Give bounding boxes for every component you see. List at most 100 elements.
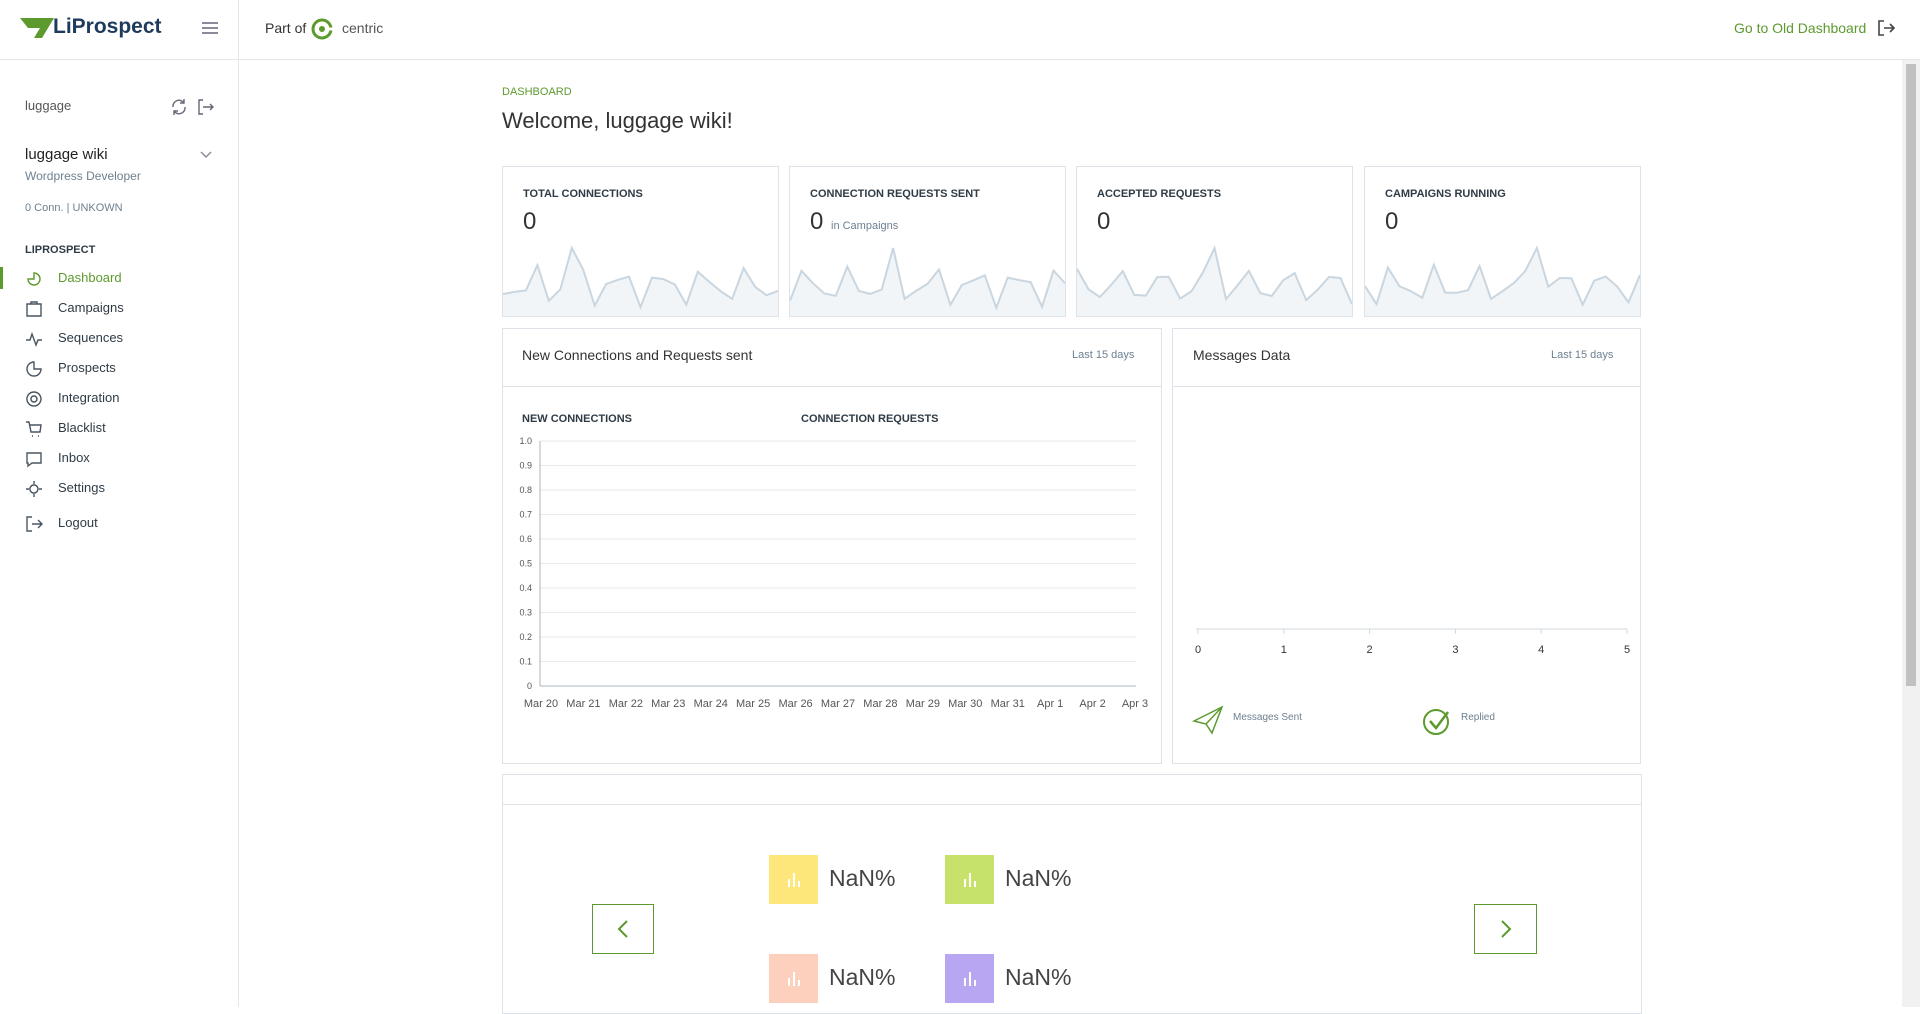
menu-icon: [26, 452, 42, 468]
sparkline-line: [1365, 245, 1640, 308]
partner-logo: [311, 18, 334, 40]
rate-tile: [769, 954, 818, 1003]
partner: centric: [342, 20, 384, 36]
avatar-alt: luggage: [25, 98, 72, 113]
user-name: luggage wiki: [25, 146, 108, 163]
part-of: Part of: [265, 20, 307, 36]
sparkline: [1365, 245, 1640, 316]
panel-title: New Connections and Requests sent: [522, 347, 753, 363]
stat-card: CAMPAIGNS RUNNING 0: [1364, 166, 1641, 317]
rate-icon: [788, 972, 800, 986]
messages-panel: [1172, 328, 1641, 764]
icon-path: [26, 481, 42, 497]
menu-item[interactable]: Campaigns: [58, 300, 124, 315]
hamburger[interactable]: [201, 20, 219, 36]
rate-tile: [945, 954, 994, 1003]
rate-tile: [769, 855, 818, 904]
connections-panel: [502, 328, 1162, 764]
rate-icon: [788, 873, 800, 887]
menu-item[interactable]: Dashboard: [58, 270, 122, 285]
old-dashboard-link[interactable]: Go to Old Dashboard: [1734, 20, 1867, 36]
chevron[interactable]: [199, 150, 213, 160]
sparkline: [503, 245, 778, 316]
panel-title: Messages Data: [1193, 347, 1291, 363]
rate-value: NaN%: [829, 964, 896, 990]
panel-divider: [502, 386, 1162, 387]
active-indicator: [0, 267, 3, 289]
menu-icon: [26, 516, 43, 532]
menu-icon: [26, 421, 42, 437]
user-role: Wordpress Developer: [25, 169, 141, 183]
next-button[interactable]: [1474, 904, 1537, 954]
prev-button[interactable]: [592, 904, 654, 954]
sparkline: [790, 247, 1065, 316]
stat-card: CONNECTION REQUESTS SENT 0 in Campaigns: [789, 166, 1066, 317]
stat-value: 0: [1097, 208, 1111, 235]
icon-path: [26, 452, 42, 468]
sparkline-area: [790, 248, 1065, 316]
menu-icon: [26, 361, 42, 377]
menu-icon: [26, 301, 42, 317]
rate-value: NaN%: [829, 865, 896, 891]
rate-value: NaN%: [1005, 865, 1072, 891]
rates-panel: [502, 774, 1642, 1014]
user-stats: 0 Conn. | UNKOWN: [25, 202, 123, 214]
menu-item[interactable]: Prospects: [58, 360, 116, 375]
sparkline-area: [1365, 248, 1640, 316]
stat-card: TOTAL CONNECTIONS 0: [502, 166, 779, 317]
sidebar: [0, 60, 239, 1007]
panel-divider: [502, 804, 1642, 805]
menu-item[interactable]: Settings: [58, 480, 105, 495]
stat-note: in Campaigns: [831, 220, 899, 232]
scrollbar[interactable]: [1902, 60, 1920, 1007]
icon-path: [26, 331, 42, 347]
menu-item[interactable]: Logout: [58, 515, 98, 530]
menu-icon: [26, 481, 42, 497]
stat-title: ACCEPTED REQUESTS: [1097, 188, 1222, 200]
welcome: Welcome, luggage wiki!: [502, 108, 733, 133]
panel-period: Last 15 days: [1072, 349, 1135, 361]
menu-item[interactable]: Sequences: [58, 330, 124, 345]
user-actions[interactable]: [170, 97, 220, 117]
icon-path: [26, 301, 42, 317]
sparkline: [1077, 244, 1352, 316]
sparkline-line: [503, 245, 778, 310]
sparkline-line: [1077, 244, 1352, 305]
panel-period: Last 15 days: [1551, 349, 1614, 361]
rate-tile: [945, 855, 994, 904]
exit-icon[interactable]: [1876, 18, 1896, 38]
divider: [238, 0, 239, 59]
menu-icon: [26, 391, 42, 407]
menu-item[interactable]: Blacklist: [58, 420, 106, 435]
icon-path: [26, 361, 42, 377]
icon-path: [26, 391, 42, 407]
menu-item[interactable]: Inbox: [58, 450, 90, 465]
menu-icon: [26, 331, 42, 347]
rate-icon: [964, 972, 976, 986]
panel-divider: [1172, 386, 1641, 387]
stat-card: ACCEPTED REQUESTS 0: [1076, 166, 1353, 317]
stat-title: CONNECTION REQUESTS SENT: [810, 188, 980, 200]
icon-path: [964, 972, 976, 986]
logo[interactable]: LiProspect: [53, 15, 162, 38]
rate-value: NaN%: [1005, 964, 1072, 990]
icon-path: [27, 272, 41, 286]
rate-icon: [964, 873, 976, 887]
sparkline-area: [503, 248, 778, 316]
logo-icon: [20, 18, 54, 38]
icon-path: [26, 421, 42, 437]
icon-path: [788, 873, 800, 887]
sparkline-line: [790, 247, 1065, 311]
header: [0, 0, 1920, 60]
breadcrumb: DASHBOARD: [502, 86, 572, 98]
scroll-thumb[interactable]: [1906, 64, 1916, 686]
sparkline-area: [1077, 248, 1352, 316]
menu-item[interactable]: Integration: [58, 390, 120, 405]
icon-path: [26, 516, 43, 532]
section-label: LIPROSPECT: [25, 244, 96, 256]
menu-icon: [27, 272, 41, 286]
stat-title: TOTAL CONNECTIONS: [523, 188, 643, 200]
stat-title: CAMPAIGNS RUNNING: [1385, 188, 1506, 200]
